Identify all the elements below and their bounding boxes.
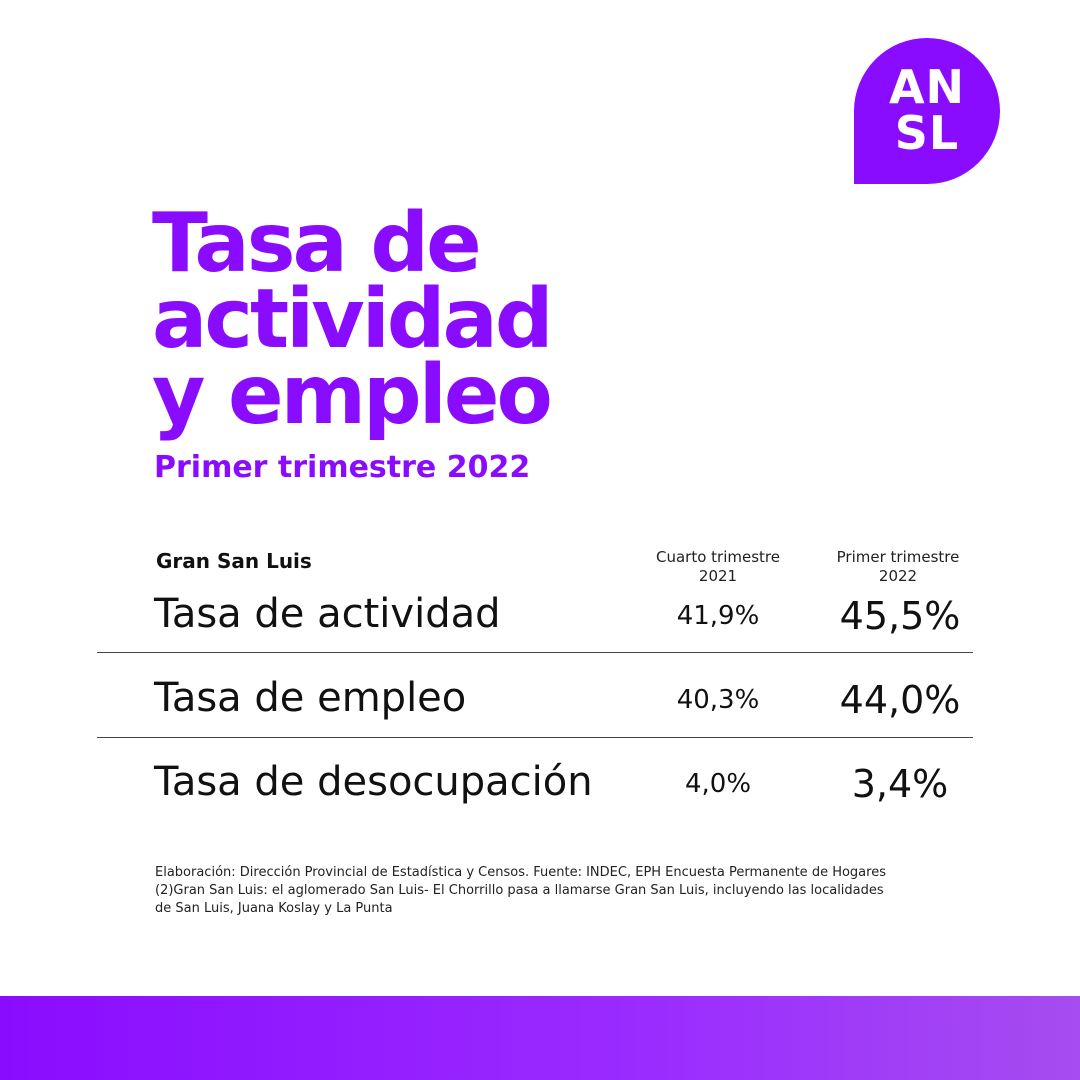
title-line-2: actividad — [152, 272, 554, 367]
logo-text-top: AN — [888, 60, 966, 114]
ansl-logo: AN SL — [854, 38, 1000, 184]
value-previous: 4,0% — [684, 769, 752, 799]
row-divider — [97, 737, 973, 738]
row-label: Tasa de desocupación — [154, 759, 593, 805]
row-divider — [97, 652, 973, 653]
page-title: Tasa de actividad y empleo — [152, 196, 852, 443]
title-line-3: y empleo — [152, 348, 553, 443]
column-header-previous: Cuarto trimestre 2021 — [628, 548, 808, 586]
source-footnote: Elaboración: Dirección Provincial de Est… — [155, 864, 955, 918]
table-row-desocupacion: Tasa de desocupación 4,0% 3,4% — [0, 754, 1080, 814]
column-header-previous-line1: Cuarto trimestre — [656, 548, 780, 566]
value-previous: 40,3% — [676, 685, 760, 715]
region-label: Gran San Luis — [156, 549, 312, 573]
value-previous: 41,9% — [676, 601, 760, 631]
title-line-1: Tasa de — [152, 196, 482, 291]
footnote-line-1: Elaboración: Dirección Provincial de Est… — [155, 865, 886, 880]
row-label: Tasa de empleo — [154, 675, 467, 721]
table-row-empleo: Tasa de empleo 40,3% 44,0% — [0, 670, 1080, 730]
footnote-line-2: (2)Gran San Luis: el aglomerado San Luis… — [155, 883, 884, 898]
column-header-current-line1: Primer trimestre — [836, 548, 960, 566]
table-row-actividad: Tasa de actividad 41,9% 45,5% — [0, 586, 1080, 646]
column-header-previous-line2: 2021 — [698, 567, 738, 585]
value-current: 3,4% — [851, 762, 949, 806]
logo-text-bottom: SL — [894, 106, 960, 160]
footnote-line-3: de San Luis, Juana Koslay y La Punta — [155, 901, 393, 916]
row-label: Tasa de actividad — [154, 591, 501, 637]
page-subtitle: Primer trimestre 2022 — [154, 450, 531, 485]
value-current: 45,5% — [839, 594, 961, 638]
value-current: 44,0% — [839, 678, 961, 722]
bottom-accent-bar — [0, 996, 1080, 1080]
column-header-current-line2: 2022 — [878, 567, 918, 585]
column-header-current: Primer trimestre 2022 — [808, 548, 988, 586]
